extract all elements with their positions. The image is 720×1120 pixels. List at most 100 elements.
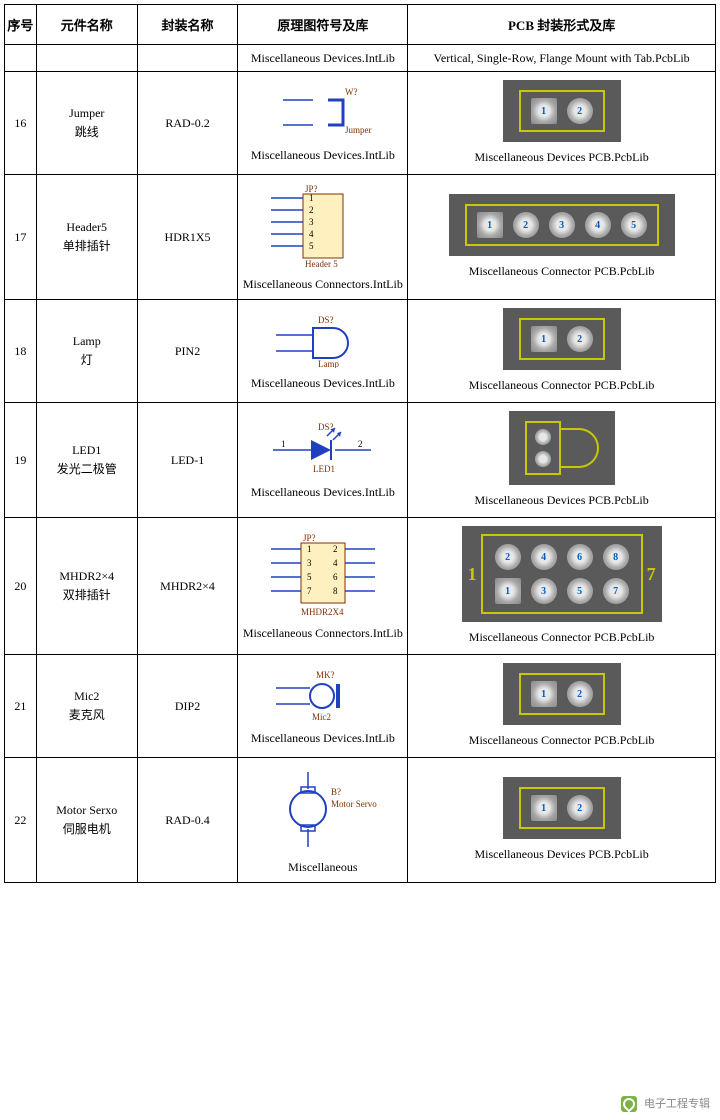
svg-text:3: 3 bbox=[307, 558, 312, 568]
cell-sch: B? Motor Servo Miscellaneous bbox=[238, 758, 408, 883]
svg-text:2: 2 bbox=[309, 205, 314, 215]
pcb-library: Miscellaneous Connector PCB.PcbLib bbox=[469, 628, 655, 646]
svg-text:1: 1 bbox=[281, 439, 286, 449]
table-row: 22 Motor Serxo 伺服电机 RAD-0.4 B? Motor Ser… bbox=[5, 758, 716, 883]
cell-seq: 21 bbox=[5, 655, 37, 758]
header-pcb: PCB 封装形式及库 bbox=[408, 5, 716, 45]
watermark-text: 电子工程专辑 bbox=[644, 1098, 710, 1110]
cell-seq: 20 bbox=[5, 518, 37, 655]
svg-text:6: 6 bbox=[333, 572, 338, 582]
svg-text:Lamp: Lamp bbox=[318, 359, 339, 368]
svg-text:4: 4 bbox=[309, 229, 314, 239]
cell-sch: JP? 1 2 3 4 5 Header 5 Miscellaneous Con… bbox=[238, 175, 408, 300]
svg-text:Mic2: Mic2 bbox=[312, 712, 331, 722]
component-name-en: Motor Serxo bbox=[39, 801, 135, 820]
cell-name: Motor Serxo 伺服电机 bbox=[36, 758, 137, 883]
table-row: 17 Header5 单排插针 HDR1X5 JP? 1 2 3 4 5 Hea… bbox=[5, 175, 716, 300]
table-row: 20 MHDR2×4 双排插针 MHDR2×4 JP? 1 2 3 4 bbox=[5, 518, 716, 655]
svg-text:5: 5 bbox=[309, 241, 314, 251]
cell-seq: 17 bbox=[5, 175, 37, 300]
table-row: Miscellaneous Devices.IntLib Vertical, S… bbox=[5, 45, 716, 72]
component-name-cn: 麦克风 bbox=[39, 706, 135, 725]
schematic-library: Miscellaneous Devices.IntLib bbox=[242, 146, 403, 164]
cell-name bbox=[36, 45, 137, 72]
cell-sch: Miscellaneous Devices.IntLib bbox=[238, 45, 408, 72]
pcb-footprint: 12 bbox=[503, 308, 621, 370]
cell-sch: JP? 1 2 3 4 5 6 7 8 bbox=[238, 518, 408, 655]
cell-pcb: 12 Miscellaneous Connector PCB.PcbLib bbox=[408, 655, 716, 758]
component-name-cn: 双排插针 bbox=[39, 586, 135, 605]
header-row: 序号 元件名称 封装名称 原理图符号及库 PCB 封装形式及库 bbox=[5, 5, 716, 45]
cell-sch: MK? Mic2 Miscellaneous Devices.IntLib bbox=[238, 655, 408, 758]
cell-pkg: RAD-0.4 bbox=[137, 758, 238, 883]
watermark: 电子工程专辑 bbox=[621, 1095, 710, 1112]
pcb-library: Miscellaneous Connector PCB.PcbLib bbox=[469, 262, 655, 280]
header-pkg: 封装名称 bbox=[137, 5, 238, 45]
svg-text:2: 2 bbox=[358, 439, 363, 449]
component-name-cn: 灯 bbox=[39, 351, 135, 370]
schematic-library: Miscellaneous Connectors.IntLib bbox=[242, 275, 403, 293]
cell-seq bbox=[5, 45, 37, 72]
svg-text:DS?: DS? bbox=[318, 422, 334, 432]
pcb-footprint: 12 bbox=[503, 777, 621, 839]
pcb-footprint: 1 2468 1357 7 bbox=[462, 526, 662, 622]
svg-text:LED1: LED1 bbox=[313, 464, 335, 474]
svg-text:7: 7 bbox=[307, 586, 312, 596]
svg-text:MHDR2X4: MHDR2X4 bbox=[301, 607, 344, 617]
component-name-cn: 单排插针 bbox=[39, 237, 135, 256]
pcb-library: Miscellaneous Connector PCB.PcbLib bbox=[469, 376, 655, 394]
schematic-symbol: JP? 1 2 3 4 5 6 7 8 bbox=[242, 530, 403, 620]
schematic-symbol: DS? Lamp bbox=[242, 310, 403, 370]
cell-name: Jumper 跳线 bbox=[36, 72, 137, 175]
svg-text:MK?: MK? bbox=[316, 670, 335, 680]
svg-text:1: 1 bbox=[309, 193, 314, 203]
cell-pcb: Miscellaneous Devices PCB.PcbLib bbox=[408, 403, 716, 518]
svg-text:Header 5: Header 5 bbox=[305, 259, 338, 269]
component-name-en: Mic2 bbox=[39, 687, 135, 706]
cell-sch: W? Jumper Miscellaneous Devices.IntLib bbox=[238, 72, 408, 175]
component-name-cn: 发光二极管 bbox=[39, 460, 135, 479]
cell-name: Mic2 麦克风 bbox=[36, 655, 137, 758]
pcb-library: Miscellaneous Devices PCB.PcbLib bbox=[474, 491, 648, 509]
table-row: 16 Jumper 跳线 RAD-0.2 W? Jumper Miscellan… bbox=[5, 72, 716, 175]
cell-seq: 22 bbox=[5, 758, 37, 883]
schematic-library: Miscellaneous Devices.IntLib bbox=[242, 483, 403, 501]
schematic-library: Miscellaneous bbox=[242, 858, 403, 876]
cell-pcb: 12345 Miscellaneous Connector PCB.PcbLib bbox=[408, 175, 716, 300]
wechat-icon bbox=[621, 1096, 637, 1112]
cell-pkg: DIP2 bbox=[137, 655, 238, 758]
schematic-library: Miscellaneous Devices.IntLib bbox=[242, 374, 403, 392]
cell-sch: DS? Lamp Miscellaneous Devices.IntLib bbox=[238, 300, 408, 403]
component-table: 序号 元件名称 封装名称 原理图符号及库 PCB 封装形式及库 Miscella… bbox=[4, 4, 716, 883]
table-row: 19 LED1 发光二极管 LED-1 DS? 1 2 LED1 Miscell… bbox=[5, 403, 716, 518]
cell-seq: 19 bbox=[5, 403, 37, 518]
svg-text:JP?: JP? bbox=[303, 533, 316, 543]
table-row: 21 Mic2 麦克风 DIP2 MK? Mic2 Miscellaneous … bbox=[5, 655, 716, 758]
cell-name: LED1 发光二极管 bbox=[36, 403, 137, 518]
schematic-symbol: JP? 1 2 3 4 5 Header 5 bbox=[242, 181, 403, 271]
pcb-footprint: 12 bbox=[503, 80, 621, 142]
header-name: 元件名称 bbox=[36, 5, 137, 45]
component-name-en: Lamp bbox=[39, 332, 135, 351]
svg-text:8: 8 bbox=[333, 586, 338, 596]
component-name-en: MHDR2×4 bbox=[39, 567, 135, 586]
pcb-footprint: 12 bbox=[503, 663, 621, 725]
header-sch: 原理图符号及库 bbox=[238, 5, 408, 45]
cell-name: MHDR2×4 双排插针 bbox=[36, 518, 137, 655]
component-name-en: LED1 bbox=[39, 441, 135, 460]
cell-seq: 18 bbox=[5, 300, 37, 403]
component-name-cn: 跳线 bbox=[39, 123, 135, 142]
pcb-library: Miscellaneous Devices PCB.PcbLib bbox=[474, 148, 648, 166]
svg-text:B?: B? bbox=[331, 787, 341, 797]
pcb-footprint bbox=[509, 411, 615, 485]
cell-pcb: 12 Miscellaneous Devices PCB.PcbLib bbox=[408, 758, 716, 883]
cell-pkg: MHDR2×4 bbox=[137, 518, 238, 655]
svg-text:5: 5 bbox=[307, 572, 312, 582]
cell-pkg: HDR1X5 bbox=[137, 175, 238, 300]
cell-pkg: RAD-0.2 bbox=[137, 72, 238, 175]
cell-pcb: 1 2468 1357 7 Miscellaneous Connector PC… bbox=[408, 518, 716, 655]
schematic-symbol: W? Jumper bbox=[242, 82, 403, 142]
svg-text:W?: W? bbox=[345, 87, 358, 97]
svg-text:DS?: DS? bbox=[318, 315, 334, 325]
svg-text:1: 1 bbox=[307, 544, 312, 554]
